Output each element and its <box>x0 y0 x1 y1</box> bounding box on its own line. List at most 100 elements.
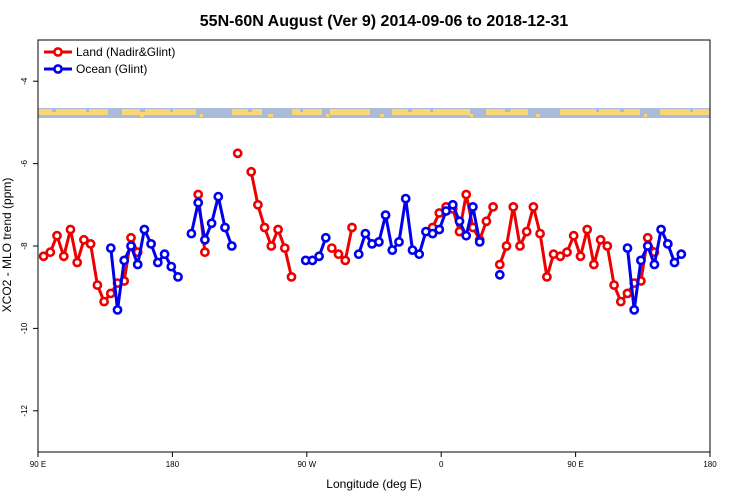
series-land <box>38 148 660 307</box>
data-point <box>394 236 404 247</box>
data-point <box>407 245 418 255</box>
mask-land-band <box>232 109 262 115</box>
legend-entry-label: Land (Nadir&Glint) <box>76 45 175 59</box>
x-axis: 90 E 180 90 W 0 90 E 180 <box>30 452 717 469</box>
data-point <box>373 236 384 247</box>
data-point <box>595 234 606 245</box>
data-point <box>266 241 277 251</box>
data-point <box>126 241 136 251</box>
data-point <box>461 189 472 200</box>
data-point <box>454 216 465 227</box>
data-point <box>119 255 130 266</box>
data-point <box>609 280 619 290</box>
data-point <box>589 259 599 270</box>
data-point <box>636 255 646 266</box>
data-point <box>387 245 398 255</box>
y-tick-label: -12 <box>20 404 29 416</box>
land-mask-strip <box>38 108 710 118</box>
data-point <box>575 251 586 262</box>
data-point <box>65 224 76 235</box>
data-point <box>99 296 109 307</box>
data-point <box>85 238 96 249</box>
data-point <box>669 257 680 268</box>
data-point <box>72 257 83 268</box>
data-point <box>326 243 337 253</box>
data-point <box>112 304 123 315</box>
data-point <box>622 288 633 299</box>
data-point <box>166 261 177 272</box>
data-point <box>193 189 204 200</box>
data-point <box>481 216 492 227</box>
data-point <box>649 259 660 270</box>
mask-land-speck <box>380 114 384 117</box>
data-point <box>447 199 458 210</box>
mask-ocean-speck <box>300 109 303 112</box>
data-point <box>521 226 532 237</box>
data-point <box>414 249 425 260</box>
data-point <box>173 271 183 282</box>
data-point <box>642 232 653 243</box>
legend-swatch-marker <box>53 64 63 74</box>
data-point <box>213 191 224 202</box>
data-point <box>220 222 230 233</box>
data-point <box>515 241 525 251</box>
series-line <box>249 171 293 278</box>
y-axis-label: XCO2 - MLO trend (ppm) <box>0 178 14 313</box>
data-point <box>232 148 243 159</box>
data-point <box>38 251 49 262</box>
data-point <box>273 224 283 235</box>
data-point <box>615 296 626 307</box>
data-point <box>126 232 136 243</box>
y-tick-label: -4 <box>20 77 29 85</box>
mask-land-band <box>122 109 196 115</box>
mask-ocean-speck <box>596 109 599 112</box>
y-tick-label: -10 <box>20 322 29 334</box>
data-point <box>622 243 633 253</box>
data-point <box>427 228 438 239</box>
data-point <box>508 201 519 212</box>
data-point <box>441 206 451 216</box>
plot-area <box>38 148 687 315</box>
mask-ocean-speck <box>430 109 433 112</box>
data-point <box>52 230 62 241</box>
data-point <box>642 241 653 251</box>
data-point <box>629 304 640 315</box>
data-point <box>582 224 593 235</box>
data-point <box>347 222 357 233</box>
x-tick-label: 90 E <box>30 460 46 469</box>
data-point <box>474 236 485 247</box>
data-point <box>568 230 579 241</box>
data-point <box>494 259 505 270</box>
data-point <box>555 251 566 262</box>
mask-ocean-band <box>38 108 710 118</box>
data-point <box>488 201 498 212</box>
series-line <box>626 228 683 312</box>
data-point <box>501 241 512 251</box>
y-tick-label: -6 <box>20 159 29 167</box>
legend-entry-label: Ocean (Glint) <box>76 62 147 76</box>
mask-land-band <box>38 109 108 115</box>
chart-title: 55N-60N August (Ver 9) 2014-09-06 to 201… <box>200 13 569 30</box>
x-tick-label: 180 <box>166 460 180 469</box>
data-point <box>105 243 116 253</box>
data-point <box>226 241 237 251</box>
x-tick-label: 180 <box>703 460 717 469</box>
data-point <box>186 228 197 239</box>
data-point <box>105 288 116 299</box>
data-point <box>676 249 687 260</box>
mask-ocean-speck <box>170 109 173 112</box>
data-point <box>139 224 150 235</box>
mask-ocean-speck <box>86 109 89 112</box>
data-point <box>307 255 318 266</box>
mask-ocean-speck <box>408 109 412 112</box>
x-axis-label: Longitude (deg E) <box>326 477 421 491</box>
data-point <box>340 255 351 266</box>
data-point <box>562 247 572 258</box>
y-axis: -12 -10 -8 -6 -4 <box>20 77 38 417</box>
data-point <box>467 201 478 212</box>
data-point <box>320 232 331 243</box>
data-point <box>360 228 371 239</box>
mask-ocean-speck <box>52 109 56 112</box>
data-point <box>132 259 143 270</box>
data-point <box>656 224 666 235</box>
